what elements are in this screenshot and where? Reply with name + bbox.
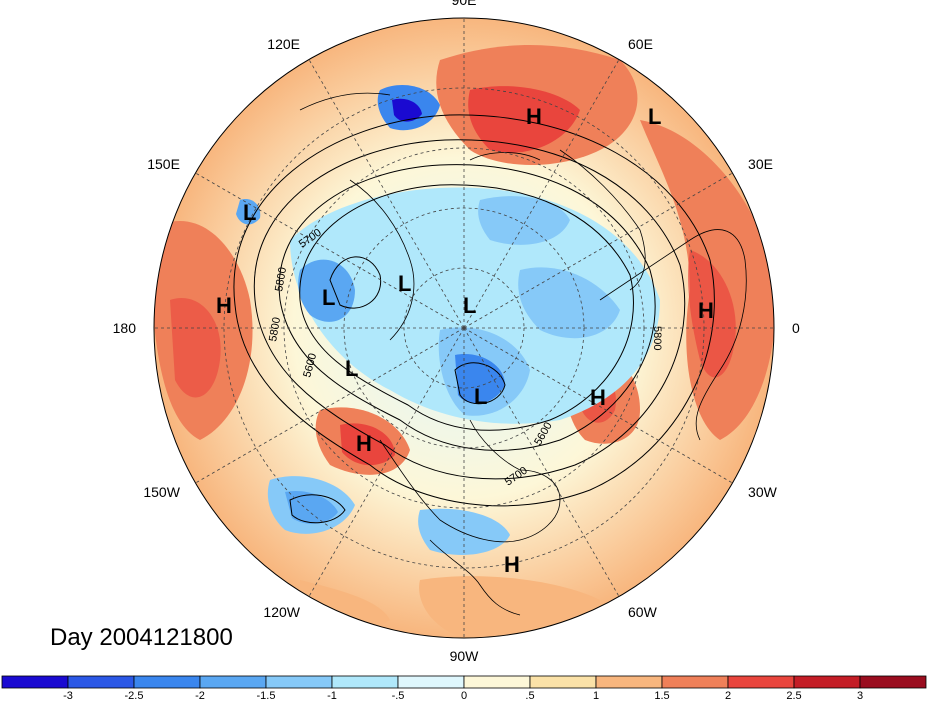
longitude-label: 150W: [143, 484, 180, 500]
high-center: H: [526, 104, 542, 129]
high-center: H: [698, 298, 714, 323]
longitude-label: 150E: [147, 156, 180, 172]
colorbar-swatch: [463, 675, 531, 689]
longitude-label: 90E: [452, 0, 477, 8]
colorbar-swatch: [397, 675, 465, 689]
map-boundary: [153, 17, 775, 639]
longitude-label: 180: [113, 320, 137, 336]
colorbar-label: 0: [461, 690, 467, 702]
colorbar-swatch: [265, 675, 333, 689]
high-center: H: [504, 552, 520, 577]
longitude-label: 60E: [628, 36, 653, 52]
high-center: H: [590, 385, 606, 410]
longitude-label: 30W: [748, 484, 778, 500]
longitude-label: 0: [792, 320, 800, 336]
low-center: L: [345, 356, 358, 381]
colorbar-swatch: [529, 675, 597, 689]
low-center: L: [474, 384, 487, 409]
meridian-line: [463, 327, 620, 597]
colorbar-label: -3: [63, 690, 73, 702]
colorbar-label: 1.5: [654, 690, 669, 702]
high-center: H: [356, 431, 372, 456]
colorbar-label: 2.5: [786, 690, 801, 702]
meridian-line: [195, 172, 465, 329]
low-center: L: [648, 104, 661, 129]
meridian-line: [308, 59, 465, 329]
low-center: L: [398, 271, 411, 296]
colorbar-label: -1: [327, 690, 337, 702]
meridian-line: [195, 327, 465, 484]
high-center: H: [216, 293, 232, 318]
low-center: L: [322, 285, 335, 310]
anomaly-shading: [154, 18, 774, 638]
meridian-line: [308, 327, 465, 597]
map-title: Day 2004121800: [50, 624, 233, 651]
meridians: [154, 18, 774, 638]
pressure-centers: L L L L L L L H H H H H H: [216, 104, 714, 577]
longitude-labels: 90E 60E 30E 0 30W 60W 90W 120W 150W 180 150E 120E: [113, 0, 800, 664]
colorbar-label: -1.5: [257, 690, 276, 702]
colorbar-swatch: [595, 675, 663, 689]
colorbar-swatch: [331, 675, 399, 689]
colorbar-label: 3: [857, 690, 863, 702]
colorbar-swatch: [199, 675, 267, 689]
colorbar-swatch: [793, 675, 861, 689]
colorbar-label: .5: [525, 690, 534, 702]
longitude-label: 120W: [263, 604, 300, 620]
colorbar-label: -2.5: [125, 690, 144, 702]
colorbar-label: -.5: [392, 690, 405, 702]
meridian-line: [463, 327, 733, 484]
meridian-line: [463, 59, 620, 329]
longitude-label: 30E: [748, 156, 773, 172]
contour-label: 5800: [273, 266, 289, 292]
height-contours: [233, 114, 715, 524]
longitude-label: 60W: [628, 604, 658, 620]
low-center: L: [243, 200, 256, 225]
colorbar-label: 1: [593, 690, 599, 702]
contour-label: 5800: [651, 326, 663, 350]
colorbar-swatch: [133, 675, 201, 689]
colorbar-swatch: [661, 675, 729, 689]
longitude-label: 90W: [450, 648, 480, 664]
longitude-label: 120E: [267, 36, 300, 52]
colorbar-label: -2: [195, 690, 205, 702]
meridian-line: [463, 172, 733, 329]
colorbar-swatch: [859, 675, 927, 689]
colorbar-swatch: [727, 675, 795, 689]
colorbar-swatch: [1, 675, 69, 689]
colorbar-label: 2: [725, 690, 731, 702]
low-center: L: [463, 293, 476, 318]
colorbar: -3 -2.5 -2 -1.5 -1 -.5 0 .5 1 1.5 2 2.5 3: [1, 675, 927, 702]
contour-label: 5800: [267, 316, 283, 342]
colorbar-swatch: [67, 675, 135, 689]
